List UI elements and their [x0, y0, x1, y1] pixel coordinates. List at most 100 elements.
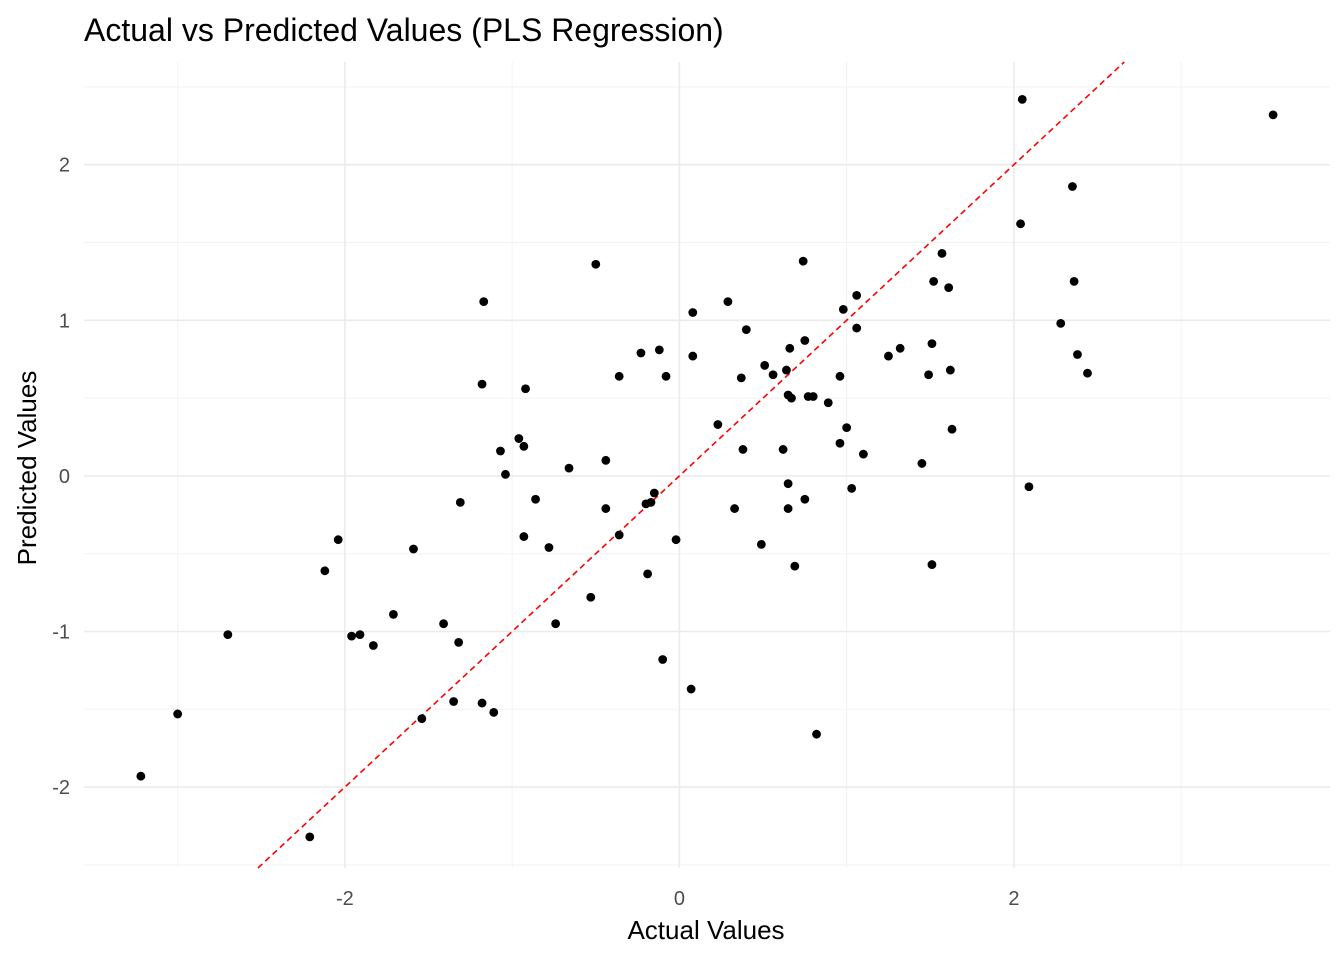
data-point — [768, 370, 778, 380]
tick-labels: -2 0 2 -2 -1 0 1 2 — [52, 155, 1019, 910]
y-tick-label: -2 — [52, 777, 70, 799]
data-point — [798, 256, 808, 266]
data-point — [937, 248, 947, 258]
data-point — [489, 708, 499, 717]
data-point — [1083, 368, 1092, 378]
data-point — [614, 371, 624, 381]
data-point — [778, 445, 788, 454]
y-tick-label: 1 — [59, 310, 70, 332]
data-point — [730, 504, 739, 513]
data-point — [658, 655, 668, 664]
data-point — [355, 630, 365, 640]
data-point — [812, 729, 821, 739]
data-point — [347, 631, 356, 641]
data-point — [514, 434, 524, 443]
data-point — [927, 560, 937, 569]
data-point — [1024, 482, 1034, 492]
data-point — [785, 343, 795, 353]
data-point — [736, 373, 746, 383]
data-point — [688, 351, 698, 361]
data-point — [661, 371, 671, 381]
data-point — [501, 469, 510, 479]
data-point — [496, 446, 505, 456]
grid — [84, 62, 1330, 868]
data-point — [601, 504, 611, 513]
data-point — [800, 336, 810, 345]
data-point — [895, 343, 905, 353]
data-point — [591, 259, 601, 269]
x-axis-label: Actual Values — [627, 915, 784, 945]
data-point — [136, 771, 146, 781]
data-point — [305, 832, 315, 842]
data-point — [454, 637, 464, 647]
data-point — [917, 459, 927, 468]
data-point — [643, 569, 653, 579]
data-point — [223, 630, 233, 640]
data-point — [449, 697, 459, 706]
reference-line — [257, 61, 1125, 869]
data-point — [842, 423, 852, 433]
data-point — [649, 488, 659, 498]
data-point — [947, 424, 957, 434]
data-point — [173, 709, 183, 719]
data-point — [838, 305, 848, 314]
data-point — [636, 348, 646, 358]
data-point — [808, 392, 818, 401]
data-point — [477, 698, 487, 708]
data-point — [333, 535, 343, 545]
data-point — [519, 441, 529, 451]
data-point — [586, 592, 596, 602]
data-point — [929, 276, 939, 286]
data-point — [783, 479, 793, 489]
data-point — [531, 494, 540, 504]
data-point — [564, 463, 574, 473]
data-point — [944, 283, 954, 293]
x-tick-label: 2 — [1008, 888, 1019, 910]
data-point — [787, 393, 796, 403]
data-point — [521, 384, 530, 394]
data-points — [136, 94, 1278, 842]
y-tick-label: 0 — [59, 466, 70, 488]
data-point — [858, 449, 868, 459]
data-point — [646, 497, 656, 507]
data-point — [924, 370, 934, 380]
data-point — [738, 445, 748, 454]
data-point — [688, 308, 698, 317]
data-point — [601, 455, 611, 465]
data-point — [519, 532, 529, 541]
data-point — [686, 684, 696, 694]
data-point — [671, 535, 681, 545]
data-point — [654, 345, 664, 355]
data-point — [760, 361, 770, 370]
data-point — [477, 379, 487, 389]
data-point — [455, 497, 465, 507]
data-point — [835, 438, 845, 448]
data-point — [368, 641, 378, 650]
chart-title: Actual vs Predicted Values (PLS Regressi… — [84, 12, 724, 48]
data-point — [439, 619, 448, 629]
data-point — [756, 539, 766, 549]
data-point — [713, 420, 723, 429]
data-point — [847, 483, 857, 493]
y-tick-label: -1 — [52, 621, 70, 643]
data-point — [1073, 350, 1082, 359]
data-point — [389, 609, 398, 619]
data-point — [723, 297, 733, 307]
data-point — [741, 325, 751, 335]
y-axis-label: Predicted Values — [12, 371, 42, 566]
data-point — [1068, 182, 1077, 191]
data-point — [884, 351, 893, 361]
data-point — [479, 297, 489, 307]
data-point — [320, 566, 330, 576]
data-point — [782, 365, 791, 375]
data-point — [544, 543, 554, 552]
data-point — [551, 619, 561, 629]
data-point — [417, 714, 427, 724]
data-point — [1069, 276, 1079, 286]
data-point — [790, 561, 800, 571]
data-point — [927, 339, 937, 349]
data-point — [945, 365, 955, 375]
data-point — [614, 530, 624, 540]
data-point — [1056, 319, 1066, 328]
